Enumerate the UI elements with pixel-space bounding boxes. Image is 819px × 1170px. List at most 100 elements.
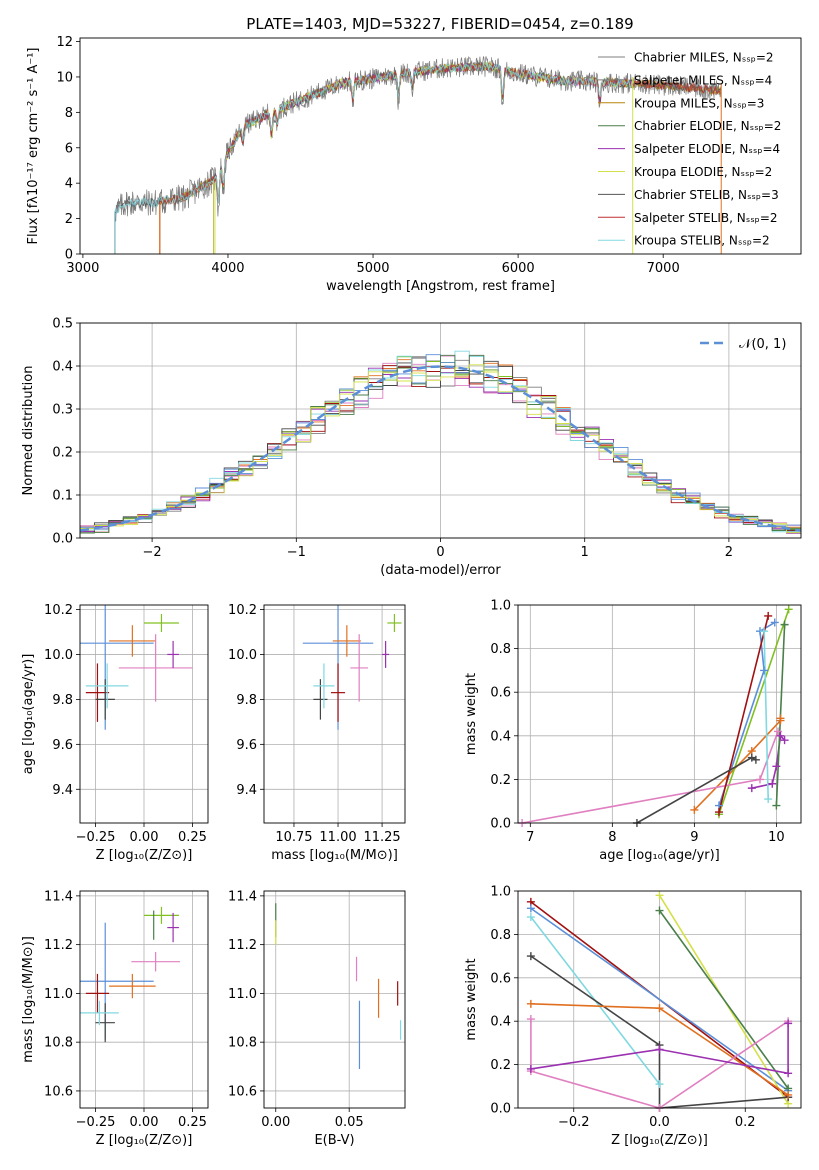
legend-label: Chabrier STELIB, Nₛₛₚ=3 [634,188,779,202]
x-tick-label: 0.00 [130,830,159,845]
weight-marker [772,801,781,810]
weight-marker [655,891,664,900]
x-axis-label: (data-model)/error [380,563,501,578]
y-axis-label: mass weight [464,958,479,1040]
legend-label: Kroupa MILES, Nₛₛₚ=3 [634,96,764,110]
weight-marker [760,666,769,675]
y-tick-label: 0.2 [490,1058,511,1073]
y-tick-label: 0.0 [52,532,73,547]
x-tick-label: 11.25 [363,830,400,845]
plot-area [518,605,801,823]
x-axis-label: mass [log₁₀(M/M⊙)] [271,848,398,863]
y-tick-label: 11.4 [228,889,257,904]
x-tick-label: 7 [526,830,534,845]
y-tick-label: 10.8 [228,1036,257,1051]
x-tick-label: −1 [287,545,306,560]
axes-frame [263,604,406,824]
weight-marker [770,618,779,627]
y-tick-label: 0.2 [52,446,73,461]
weight-marker [780,620,789,629]
x-tick-label: 10 [768,830,785,845]
x-tick-label: 0.05 [335,1115,364,1130]
y-tick-label: 0.1 [52,489,73,504]
legend-label: Kroupa ELODIE, Nₛₛₚ=2 [634,165,772,179]
y-axis-label: Flux [fλ10⁻¹⁷ erg cm⁻² s⁻¹ A⁻¹] [26,48,41,245]
plot-area [264,605,405,823]
y-tick-label: 0.8 [490,642,511,657]
axes-frame [79,890,209,1109]
x-tick-label: 6000 [502,261,535,276]
y-tick-label: 11.0 [228,987,257,1002]
y-tick-label: 10.8 [44,1036,73,1051]
y-tick-label: 0.8 [490,928,511,943]
y-tick-label: 10.6 [228,1084,257,1099]
y-tick-label: 0.2 [490,773,511,788]
weight-marker [774,727,783,736]
weight-marker [526,999,535,1008]
y-tick-label: 1.0 [490,599,511,614]
weight-marker [776,714,785,723]
weight-marker [655,1080,664,1089]
legend-label: Salpeter MILES, Nₛₛₚ=4 [634,73,772,87]
weight-marker [755,775,764,784]
model-line-8 [114,62,635,215]
y-tick-label: 11.4 [44,889,73,904]
y-tick-label: 9.6 [52,738,73,753]
weight-marker [772,762,781,771]
x-tick-label: 0.0 [649,1115,670,1130]
plot-area [264,891,405,1108]
model-line-4 [213,62,635,203]
x-tick-label: 2 [725,545,733,560]
x-tick-label: 4000 [211,261,244,276]
x-axis-label: E(B-V) [314,1133,354,1148]
axes-frame [79,37,802,255]
weight-marker [784,605,793,614]
y-tick-label: 6 [65,141,73,156]
legend-label: Kroupa STELIB, Nₛₛₚ=2 [634,234,770,248]
weight-marker [768,779,777,788]
y-axis-label: mass [log₁₀(M/M⊙)] [21,936,36,1063]
y-tick-label: 9.6 [236,738,257,753]
y-tick-label: 0 [65,248,73,263]
y-tick-label: 0.6 [490,686,511,701]
x-tick-label: 0.25 [178,830,207,845]
y-tick-label: 2 [65,212,73,227]
weight-marker [776,731,785,740]
weight-marker [690,805,699,814]
x-tick-label: 7000 [647,261,680,276]
x-tick-label: 0 [436,545,444,560]
panel-residuals: −2 −1 0 1 2 0.0 0.1 0.2 0.3 0.4 0.5 (data-model)/er… [21,317,802,578]
y-axis-label: Normed distribution [21,366,36,496]
x-axis-label: Z [log₁₀(Z/Z⊙)] [611,1133,708,1148]
figure-title: PLATE=1403, MJD=53227, FIBERID=0454, z=0… [246,15,633,33]
y-tick-label: 10.6 [44,1084,73,1099]
weight-marker [655,906,664,915]
weight-marker [784,1069,793,1078]
panel-age-vs-mass: 10.75 11.00 11.25 9.4 9.6 9.8 10.0 10.2 mass [lo… [228,603,406,863]
legend-label: Chabrier MILES, Nₛₛₚ=2 [634,51,774,65]
panel-age-vs-Z: −0.25 0.00 0.25 9.4 9.6 9.8 10.0 10.2 Z [log₁₀(Z… [21,603,209,863]
legend: Chabrier MILES, Nₛₛₚ=2 Salpeter MILES, Nₛ… [598,51,781,248]
x-tick-label: 3000 [66,261,99,276]
y-tick-label: 1.0 [490,885,511,900]
y-tick-label: 0.3 [52,403,73,418]
y-tick-label: 4 [65,177,73,192]
weight-series-0 [718,621,776,806]
y-tick-label: 0.0 [490,1102,511,1117]
x-tick-label: −0.2 [558,1115,590,1130]
plot-area [80,891,208,1108]
y-tick-label: 0.6 [490,971,511,986]
x-tick-label: −2 [143,545,162,560]
y-tick-label: 11.2 [228,938,257,953]
x-axis-label: wavelength [Angstrom, rest frame] [326,279,555,294]
x-axis-label: age [log₁₀(age/yr)] [599,848,720,863]
plot-area [114,55,722,254]
panel-weight-vs-age: 7 8 9 10 0.0 0.2 0.4 0.6 0.8 1.0 age [log₁₀(age/yr… [464,599,802,863]
y-tick-label: 12 [56,35,73,50]
x-tick-label: 0.2 [735,1115,756,1130]
x-tick-label: 5000 [356,261,389,276]
plot-area [80,323,801,538]
weight-series-4 [658,910,789,1089]
x-axis-label: Z [log₁₀(Z/Z⊙)] [96,848,193,863]
